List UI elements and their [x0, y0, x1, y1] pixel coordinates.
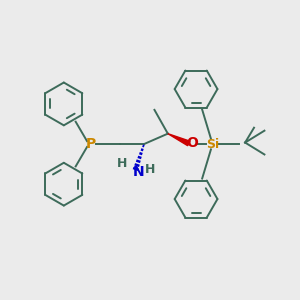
Text: P: P — [85, 137, 96, 151]
Polygon shape — [168, 134, 190, 146]
Text: H: H — [145, 163, 155, 176]
Text: N: N — [133, 165, 145, 179]
Text: O: O — [187, 136, 198, 151]
Text: Si: Si — [206, 138, 219, 151]
Text: H: H — [117, 157, 127, 170]
